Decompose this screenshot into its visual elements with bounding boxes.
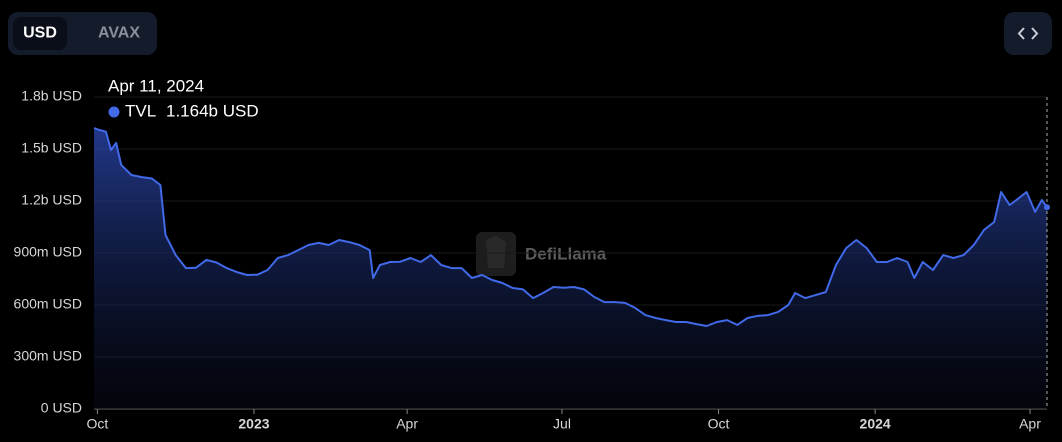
area-fill [94,128,1047,409]
y-tick-label: 300m USD [14,348,82,364]
embed-icon [1017,27,1039,40]
tooltip-dot [108,106,120,118]
watermark-logo [476,232,516,276]
y-tick-label: 900m USD [14,244,82,260]
x-tick-label: 2023 [238,416,269,432]
tooltip-point [1044,204,1050,211]
x-tick-label: Apr [396,416,418,432]
y-tick-label: 0 USD [41,400,82,416]
tooltip-series: TVL [125,101,156,120]
x-tick-label: Apr [1019,416,1041,432]
tooltip-date: Apr 11, 2024 [108,76,204,95]
x-tick-label: Jul [553,416,571,432]
x-tick-label: Oct [87,416,109,432]
toggle-option[interactable]: AVAX [98,25,140,42]
y-tick-label: 1.5b USD [21,140,82,156]
x-tick-label: 2024 [860,416,891,432]
y-tick-label: 1.2b USD [21,192,82,208]
y-tick-label: 1.8b USD [21,88,82,104]
tooltip-value: 1.164b USD [166,101,259,120]
toggle-selected[interactable] [13,17,67,50]
x-tick-label: Oct [708,416,730,432]
toggle-option[interactable]: USD [23,25,57,42]
y-tick-label: 600m USD [14,296,82,312]
line [93,127,1048,327]
watermark: DefiLlama [525,244,607,263]
embed-button[interactable] [1004,12,1052,55]
